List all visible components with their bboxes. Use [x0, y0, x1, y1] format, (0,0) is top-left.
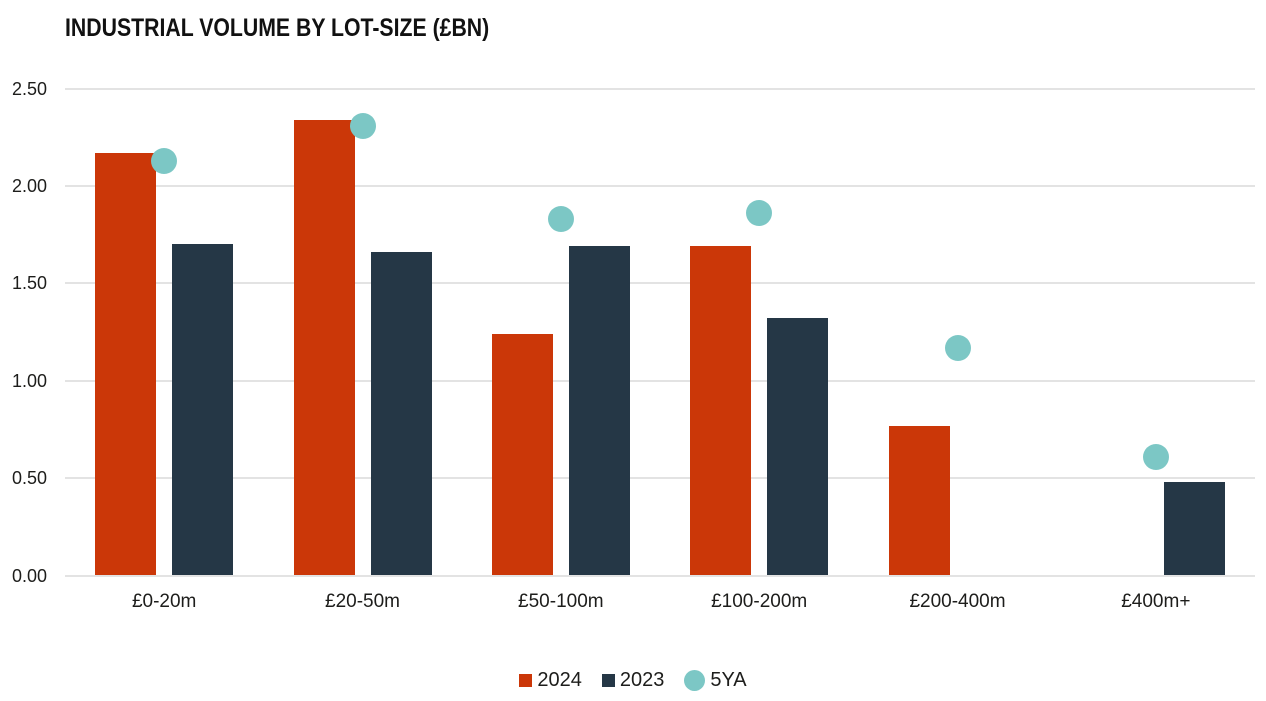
- x-axis-label: £100-200m: [711, 591, 808, 612]
- legend-marker-2023: [601, 674, 615, 687]
- 5YA-marker-£200-400m: [944, 334, 971, 361]
- y-axis-tick-label: 0.50: [11, 468, 47, 489]
- gridline-1.00: [65, 379, 1255, 382]
- bar-2024-£100-200m: [690, 246, 752, 576]
- gridline-2.50: [65, 87, 1255, 90]
- legend-marker-5YA: [684, 670, 706, 691]
- 5YA-marker-£0-20m: [151, 147, 178, 174]
- legend-label-2024: 2024: [537, 669, 582, 691]
- y-axis-tick-label: 0.00: [11, 565, 47, 586]
- x-axis-label: £200-400m: [909, 591, 1006, 612]
- 5YA-marker-£50-100m: [547, 206, 574, 233]
- bar-2023-£400m+: [1163, 481, 1225, 576]
- bar-2023-£50-100m: [568, 246, 630, 576]
- 5YA-marker-£400m+: [1142, 443, 1169, 470]
- y-axis-tick-label: 2.50: [11, 78, 47, 99]
- legend-item-5YA: 5YA: [684, 669, 747, 692]
- bar-2024-£0-20m: [95, 152, 157, 576]
- gridline-1.50: [65, 282, 1255, 285]
- legend-item-2024: 2024: [519, 669, 582, 692]
- gridline-0.00: [65, 574, 1255, 577]
- bar-2024-£200-400m: [888, 425, 950, 576]
- x-axis-label: £20-50m: [325, 591, 400, 612]
- x-axis-label: £50-100m: [518, 591, 604, 612]
- x-axis-label: £0-20m: [131, 591, 197, 612]
- bar-2024-£20-50m: [293, 119, 355, 576]
- bar-2023-£0-20m: [172, 244, 234, 576]
- x-axis-label: £400m+: [1121, 591, 1191, 612]
- legend-marker-2024: [519, 674, 533, 687]
- gridline-2.00: [65, 184, 1255, 187]
- bar-2024-£50-100m: [491, 333, 553, 576]
- y-axis-tick-label: 1.50: [11, 273, 47, 294]
- y-axis-tick-label: 1.00: [11, 370, 47, 391]
- 5YA-marker-£100-200m: [746, 200, 773, 227]
- bar-2023-£100-200m: [767, 318, 829, 576]
- chart-title: INDUSTRIAL VOLUME BY LOT-SIZE (£BN): [65, 14, 490, 42]
- legend-label-2023: 2023: [619, 669, 665, 691]
- bar-2023-£20-50m: [370, 252, 432, 576]
- legend-label-5YA: 5YA: [710, 669, 747, 691]
- y-axis-tick-label: 2.00: [11, 175, 47, 196]
- gridline-0.50: [65, 477, 1255, 480]
- legend-item-2023: 2023: [601, 669, 665, 692]
- 5YA-marker-£20-50m: [349, 112, 376, 139]
- legend: 2024 2023 5YA: [0, 669, 1266, 692]
